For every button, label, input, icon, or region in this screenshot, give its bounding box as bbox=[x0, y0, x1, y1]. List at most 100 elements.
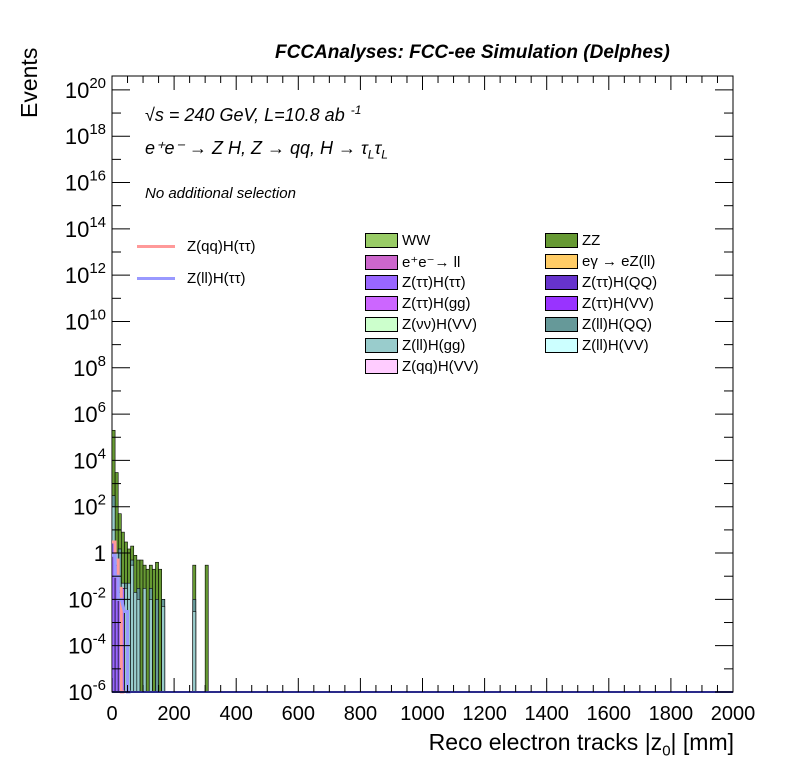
legend-swatch bbox=[545, 275, 578, 290]
stack-bar-llgg bbox=[161, 606, 166, 693]
stack-bar-llgg bbox=[136, 599, 141, 693]
x-tick-label: 1000 bbox=[400, 703, 445, 725]
legend-label: Z(ll)H(VV) bbox=[582, 337, 649, 354]
x-tick-label: 1200 bbox=[462, 703, 507, 725]
y-tick-label: 108 bbox=[73, 353, 106, 381]
stack-bar-zz bbox=[145, 568, 150, 693]
y-tick-label: 10-4 bbox=[68, 631, 106, 659]
legend-label: Z(ττ)H(VV) bbox=[582, 295, 654, 312]
legend-swatch bbox=[365, 296, 398, 311]
stack-bar-llgg bbox=[133, 592, 138, 693]
stack-bar-zz bbox=[158, 568, 162, 693]
stack-bar-llgg bbox=[148, 599, 153, 693]
process-sub2: L bbox=[381, 147, 388, 162]
y-axis-label: Events bbox=[16, 47, 42, 118]
y-tick-label: 10-6 bbox=[68, 677, 106, 705]
process-text: e⁺e⁻ → Z H, Z → qq, H → τ bbox=[145, 138, 368, 158]
stack-bar-zz bbox=[152, 568, 156, 693]
x-axis-label-main: Reco electron tracks |z bbox=[428, 729, 663, 755]
legend-bkg-qq_VV: Z(qq)H(VV) bbox=[365, 358, 479, 375]
legend-label: e⁺e⁻→ ll bbox=[402, 254, 461, 271]
x-axis-label-sub: 0 bbox=[662, 742, 671, 760]
y-tick-label: 1016 bbox=[65, 168, 106, 196]
x-tick-label: 1800 bbox=[649, 703, 694, 725]
legend-bkg-WW: WW bbox=[365, 232, 430, 249]
energy-exponent: -1 bbox=[350, 103, 362, 117]
legend-label: Z(νν)H(VV) bbox=[402, 316, 477, 333]
energy-annotation: √s = 240 GeV, L=10.8 ab -1 bbox=[145, 103, 361, 126]
x-tick-label: 800 bbox=[344, 703, 377, 725]
legend-label: Z(qq)H(ττ) bbox=[187, 238, 256, 255]
legend-bkg-ZZ: ZZ bbox=[545, 232, 600, 249]
legend-label: eγ → eZ(ll) bbox=[582, 253, 656, 270]
x-axis-label-unit: | [mm] bbox=[670, 729, 734, 755]
legend-swatch bbox=[545, 233, 578, 248]
process-sub1: L bbox=[367, 147, 375, 162]
legend-label: Z(ll)H(QQ) bbox=[582, 316, 652, 333]
x-tick-label: 200 bbox=[157, 703, 190, 725]
legend-label: Z(ττ)H(ττ) bbox=[402, 274, 466, 291]
chart-title: FCCAnalyses: FCC-ee Simulation (Delphes) bbox=[275, 42, 670, 63]
y-tick-label: 1020 bbox=[65, 75, 106, 103]
signal-line-sig_qq bbox=[112, 540, 125, 694]
legend-swatch bbox=[545, 254, 578, 269]
legend-label: Z(qq)H(VV) bbox=[402, 358, 479, 375]
legend-line-swatch bbox=[137, 245, 175, 248]
legend-swatch bbox=[545, 296, 578, 311]
legend-bkg-tt_gg: Z(ττ)H(gg) bbox=[365, 295, 471, 312]
legend-label: Z(ll)H(ττ) bbox=[187, 270, 246, 287]
x-axis-label: Reco electron tracks |z0| [mm] bbox=[429, 729, 734, 760]
y-tick-label: 1012 bbox=[65, 260, 106, 288]
x-tick-label: 400 bbox=[220, 703, 253, 725]
energy-text: s = 240 GeV, L=10.8 ab bbox=[154, 105, 345, 125]
x-tick-label: 1400 bbox=[524, 703, 569, 725]
stack-bar-zz bbox=[204, 564, 209, 693]
stack-bar-llgg bbox=[142, 588, 147, 693]
legend-swatch bbox=[365, 254, 398, 270]
stack-bar-zz bbox=[139, 559, 144, 693]
legend-bkg-tt_tt: Z(ττ)H(ττ) bbox=[365, 274, 466, 291]
x-tick-label: 2000 bbox=[711, 703, 756, 725]
legend-label: Z(ll)H(gg) bbox=[402, 337, 466, 354]
y-tick-label: 1010 bbox=[65, 306, 106, 334]
y-tick-label: 10-2 bbox=[68, 584, 106, 612]
legend-label: WW bbox=[402, 232, 431, 249]
legend-label: ZZ bbox=[582, 232, 601, 249]
legend-swatch bbox=[365, 338, 398, 353]
sqrt-symbol: √ bbox=[145, 105, 155, 125]
legend-swatch bbox=[545, 317, 578, 332]
legend-label: Z(ττ)H(QQ) bbox=[582, 274, 658, 291]
y-tick-label: 1014 bbox=[65, 214, 106, 242]
stack-bar-llgg bbox=[192, 611, 197, 693]
y-tick-label: 1018 bbox=[65, 121, 106, 149]
process-annotation: e⁺e⁻ → Z H, Z → qq, H → τLτL bbox=[145, 138, 388, 162]
legend-bkg-ll_gg: Z(ll)H(gg) bbox=[365, 337, 465, 354]
legend-bkg-ll_QQ: Z(ll)H(QQ) bbox=[545, 316, 652, 333]
y-tick-label: 104 bbox=[73, 445, 106, 473]
legend-bkg-tt_VV: Z(ττ)H(VV) bbox=[545, 295, 654, 312]
legend-signal-sig_qq: Z(qq)H(ττ) bbox=[137, 238, 256, 255]
stack-bar-llqq bbox=[155, 599, 159, 693]
x-tick-label: 600 bbox=[282, 703, 315, 725]
legend-swatch bbox=[365, 233, 398, 248]
y-tick-label: 106 bbox=[73, 399, 106, 427]
x-tick-label: 0 bbox=[106, 703, 117, 725]
legend-swatch bbox=[545, 338, 578, 353]
legend-bkg-tt_QQ: Z(ττ)H(QQ) bbox=[545, 274, 657, 291]
legend-bkg-egamma: eγ → eZ(ll) bbox=[545, 253, 655, 270]
legend-bkg-ll_VV: Z(ll)H(VV) bbox=[545, 337, 649, 354]
legend-swatch bbox=[365, 317, 398, 332]
legend-line-swatch bbox=[137, 277, 175, 280]
process-tau2: τ bbox=[374, 138, 382, 158]
legend-bkg-ee_ll: e⁺e⁻→ ll bbox=[365, 253, 460, 271]
legend-swatch bbox=[365, 359, 398, 374]
stack-bar-llgg bbox=[130, 564, 135, 693]
legend-bkg-vv_VV: Z(νν)H(VV) bbox=[365, 316, 477, 333]
selection-annotation: No additional selection bbox=[145, 185, 296, 202]
y-tick-label: 1 bbox=[94, 541, 106, 566]
legend-signal-sig_ll: Z(ll)H(ττ) bbox=[137, 270, 246, 287]
legend-swatch bbox=[365, 275, 398, 290]
y-tick-label: 102 bbox=[73, 492, 106, 520]
x-tick-label: 1600 bbox=[587, 703, 632, 725]
